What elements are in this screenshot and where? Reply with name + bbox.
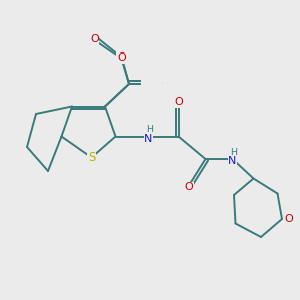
Text: O: O [153,79,162,89]
Text: O: O [153,79,162,89]
Text: O: O [117,52,126,62]
Text: O: O [174,97,183,107]
Text: O: O [117,53,126,64]
Text: H: H [146,125,154,134]
Text: O: O [184,182,194,193]
Text: S: S [88,151,95,164]
Text: O: O [284,214,293,224]
Text: H: H [230,148,238,157]
Text: N: N [228,156,237,167]
Text: N: N [144,134,153,144]
Text: O: O [90,34,99,44]
Bar [141,74,162,93]
